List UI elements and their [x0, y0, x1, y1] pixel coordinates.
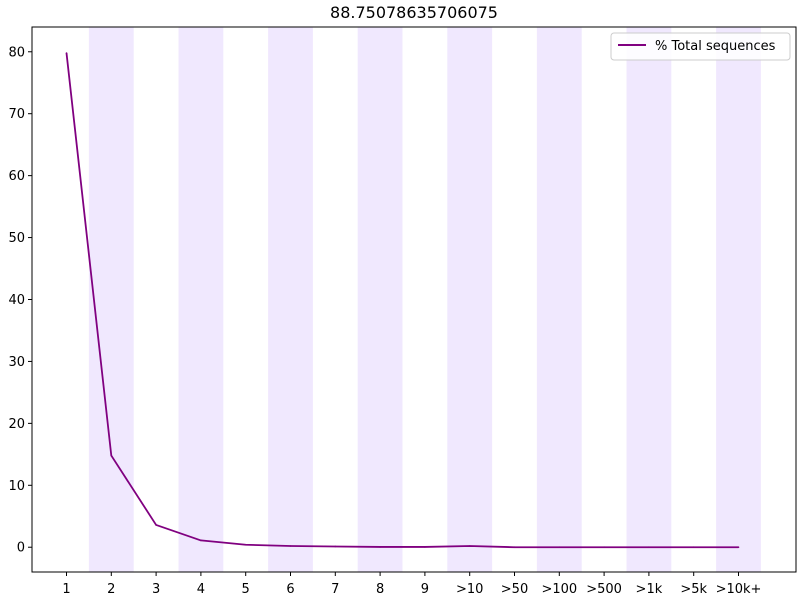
data-point [244, 543, 247, 546]
data-point [155, 524, 157, 526]
data-point [648, 546, 650, 549]
data-point [692, 546, 695, 549]
x-tick-label: >100 [541, 582, 577, 597]
x-tick-label: >10 [456, 582, 483, 597]
y-tick-label: 20 [8, 417, 25, 432]
category-band [178, 27, 224, 572]
category-band [357, 27, 403, 572]
legend-label: % Total sequences [655, 39, 776, 54]
x-tick-label: 3 [152, 582, 160, 597]
x-tick-label: 6 [286, 582, 294, 597]
y-tick-label: 0 [17, 541, 25, 556]
category-band [88, 27, 134, 572]
legend: % Total sequences [610, 32, 791, 61]
x-tick-label: 9 [421, 582, 429, 597]
x-tick-label: >10k+ [716, 582, 762, 597]
x-tick-label: 4 [197, 582, 205, 597]
y-tick-label: 30 [8, 355, 25, 370]
x-tick-label: 1 [62, 582, 70, 597]
data-point [110, 454, 113, 457]
y-tick-label: 60 [8, 169, 25, 184]
chart-title: 88.75078635706075 [330, 3, 498, 22]
plot-frame [31, 26, 797, 573]
band-layer [88, 27, 761, 572]
series-line [65, 52, 739, 549]
data-point [65, 52, 68, 54]
data-point [289, 545, 292, 547]
x-tick-label: 8 [376, 582, 384, 597]
data-point [603, 546, 605, 549]
x-tick-label: 7 [331, 582, 339, 597]
data-point [468, 545, 471, 547]
y-tick-label: 10 [8, 479, 25, 494]
data-point [379, 546, 381, 548]
legend-box [610, 32, 791, 61]
x-tick-label: >5k [680, 582, 707, 597]
y-tick-label: 40 [8, 293, 25, 308]
data-point [513, 546, 516, 549]
x-tick-label: >50 [501, 582, 528, 597]
series-layer [65, 52, 740, 549]
category-band [268, 27, 313, 572]
data-point [558, 546, 561, 549]
category-band [626, 27, 672, 572]
category-band [536, 27, 582, 572]
x-tick-label: 5 [242, 582, 250, 597]
category-band [716, 27, 761, 572]
y-axis: 0 10 20 30 40 50 60 70 80 [8, 45, 32, 556]
data-point [334, 545, 337, 548]
x-tick-label: 2 [107, 582, 115, 597]
data-point [424, 546, 426, 548]
data-point [200, 539, 202, 542]
x-tick-label: >1k [636, 582, 663, 597]
category-band [447, 27, 493, 572]
x-tick-label: >500 [586, 582, 622, 597]
data-point [737, 546, 740, 549]
x-axis: 1 2 3 4 5 6 7 8 9 >10 >50 >100 >500 >1k >5k >10k+ [62, 572, 761, 597]
y-tick-label: 50 [8, 231, 25, 246]
y-tick-label: 70 [8, 107, 25, 122]
y-tick-label: 80 [8, 45, 25, 60]
